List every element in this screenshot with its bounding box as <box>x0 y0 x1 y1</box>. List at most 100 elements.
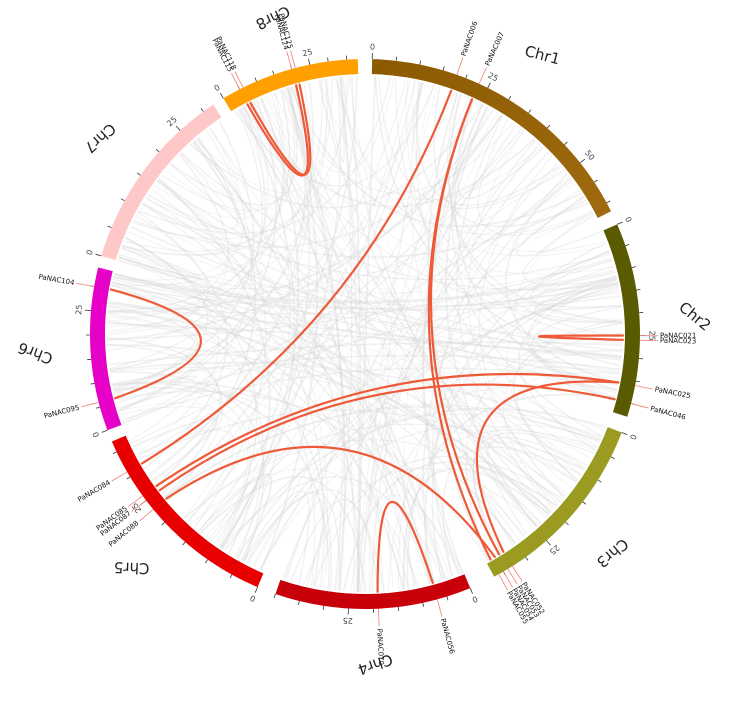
background-link <box>385 85 434 591</box>
background-link <box>107 254 200 328</box>
background-link <box>108 302 622 361</box>
background-link <box>351 76 362 592</box>
tick-label: 25 <box>74 304 84 315</box>
background-link <box>518 282 619 451</box>
background-link <box>264 95 591 460</box>
background-link <box>139 409 577 483</box>
gene-label: PaNAC021 <box>660 332 696 340</box>
background-link <box>356 76 376 592</box>
background-link <box>336 77 353 591</box>
background-link <box>117 259 619 385</box>
chromosome-arc-chr8 <box>223 59 359 112</box>
tick-mark <box>442 66 445 71</box>
duplication-link <box>140 89 453 465</box>
tick-mark <box>155 148 160 153</box>
background-link <box>477 118 594 236</box>
background-link <box>122 128 523 425</box>
background-link <box>512 322 623 482</box>
tick-mark <box>95 253 102 257</box>
background-link <box>368 86 438 592</box>
background-link <box>108 341 623 366</box>
tick-mark <box>327 57 329 62</box>
tick-label: 25 <box>301 47 313 58</box>
gene-marker <box>290 50 296 69</box>
background-link <box>221 97 300 550</box>
tick-mark <box>200 108 204 112</box>
tick-mark <box>636 289 641 291</box>
background-link <box>219 112 498 548</box>
tick-mark <box>322 605 325 610</box>
chromosome-arc-chr2 <box>603 224 640 417</box>
gene-label: PaNAC007 <box>484 31 506 67</box>
tick-label: 25 <box>486 71 499 84</box>
tick-mark <box>205 559 209 564</box>
background-link <box>129 129 253 442</box>
tick-mark <box>528 109 532 114</box>
background-link <box>110 289 333 590</box>
background-link <box>259 285 619 571</box>
tick-mark <box>594 179 598 183</box>
background-link <box>369 348 623 592</box>
tick-mark <box>254 77 257 82</box>
background-link <box>107 322 623 358</box>
background-link <box>253 265 615 568</box>
background-link <box>106 336 221 495</box>
background-link <box>487 436 588 535</box>
duplication-link <box>155 372 620 488</box>
background-link <box>412 80 623 323</box>
background-link <box>136 429 235 522</box>
tick-mark <box>175 125 181 131</box>
background-link <box>503 332 624 509</box>
background-link <box>457 103 544 200</box>
gene-marker <box>478 67 487 84</box>
background-link <box>341 76 538 528</box>
background-link <box>239 107 447 580</box>
background-link <box>189 103 483 209</box>
background-link <box>334 77 608 257</box>
tick-mark <box>621 432 628 436</box>
background-link <box>210 251 610 542</box>
background-link <box>223 407 606 551</box>
background-link <box>108 300 517 544</box>
background-link <box>357 139 536 592</box>
background-link <box>107 114 503 314</box>
background-link <box>197 473 273 562</box>
tick-mark <box>126 476 131 480</box>
background-link <box>422 106 488 575</box>
background-link <box>387 429 597 591</box>
chromosome-label: Chr1 <box>523 42 562 68</box>
tick-label: 0 <box>85 249 95 256</box>
background-link <box>106 93 284 333</box>
background-link <box>130 226 623 357</box>
chromosome-label: Chr5 <box>113 558 149 577</box>
background-link <box>145 142 239 231</box>
duplication-link <box>109 288 202 400</box>
background-link <box>138 77 391 234</box>
background-link <box>339 77 385 592</box>
tick-mark <box>465 74 468 79</box>
background-link <box>108 282 619 315</box>
background-link <box>406 393 616 589</box>
tick-mark <box>610 456 615 460</box>
background-link <box>119 253 613 294</box>
background-link <box>406 79 617 391</box>
gene-label: PaNAC104 <box>38 273 76 287</box>
background-link <box>108 166 563 309</box>
tick-mark <box>90 383 95 385</box>
gene-marker <box>81 402 99 408</box>
background-link <box>535 350 623 380</box>
background-link <box>303 468 539 585</box>
background-link <box>253 100 623 323</box>
background-link <box>112 281 404 590</box>
background-link <box>151 189 418 587</box>
gene-label: PaNAC056 <box>439 618 456 656</box>
background-link <box>403 464 558 589</box>
background-link <box>156 180 446 580</box>
tick-mark <box>161 522 165 526</box>
background-link <box>192 140 435 583</box>
gene-marker <box>127 495 143 507</box>
tick-mark <box>298 600 300 606</box>
tick-mark <box>254 586 258 593</box>
gene-marker <box>630 403 649 409</box>
background-link <box>115 390 489 561</box>
